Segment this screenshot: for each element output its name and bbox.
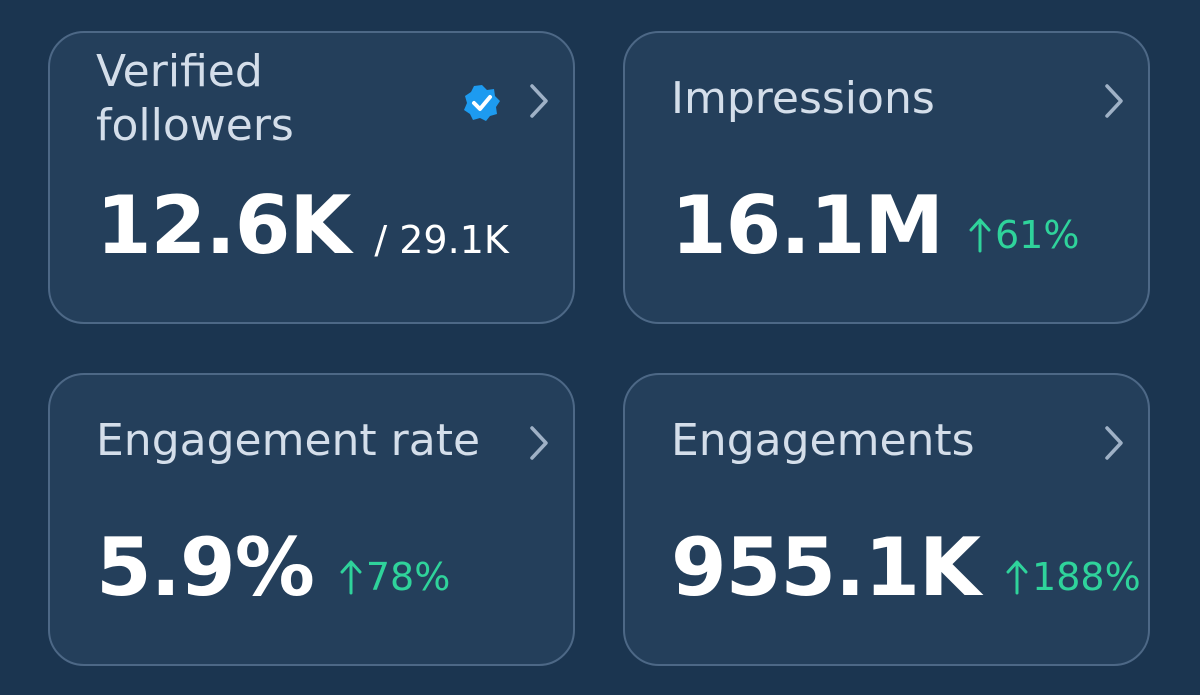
metric-card[interactable]: Verified followers 12.6K / 29.1K [48, 31, 575, 324]
metric-card[interactable]: Engagement rate 5.9% 78% [48, 373, 575, 666]
metric-value: 12.6K [96, 179, 351, 272]
chevron [530, 426, 548, 460]
metric-card[interactable]: Impressions 16.1M 61% [623, 31, 1150, 324]
metric-total: / 29.1K [374, 218, 509, 262]
card-title: Impressions [671, 73, 935, 124]
card-title: Verified followers [96, 46, 294, 151]
chevron [1105, 84, 1123, 118]
value-row: 16.1M 61% [671, 178, 1079, 274]
change-value: 188% [1032, 555, 1141, 599]
chevron [530, 84, 548, 118]
card-title: Engagements [671, 415, 975, 466]
metric-change: 78% [340, 555, 450, 599]
up-arrow [969, 218, 991, 253]
value-row: 12.6K / 29.1K [96, 178, 509, 274]
metric-card[interactable]: Engagements 955.1K 188% [623, 373, 1150, 666]
metric-change: 61% [969, 213, 1079, 257]
up-arrow [1006, 560, 1028, 595]
metric-value: 5.9% [96, 521, 315, 614]
card-title: Engagement rate [96, 415, 481, 466]
metric-value: 955.1K [671, 521, 981, 614]
chevron [1105, 426, 1123, 460]
verified-badge [464, 85, 500, 121]
up-arrow [340, 560, 362, 595]
value-row: 955.1K 188% [671, 520, 1141, 616]
change-value: 78% [365, 555, 451, 599]
metric-value: 16.1M [671, 179, 944, 272]
value-row: 5.9% 78% [96, 520, 450, 616]
metric-change: 188% [1006, 555, 1141, 599]
change-value: 61% [995, 213, 1080, 257]
